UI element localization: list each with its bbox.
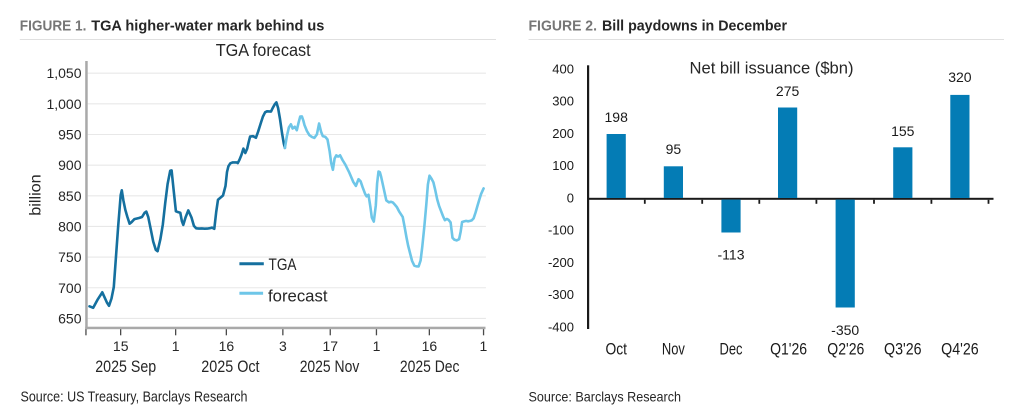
- svg-text:155: 155: [891, 123, 915, 139]
- svg-text:Q3'26: Q3'26: [884, 341, 922, 359]
- svg-text:1: 1: [172, 338, 180, 354]
- svg-text:Nov: Nov: [662, 341, 686, 359]
- svg-text:Q4'26: Q4'26: [941, 341, 979, 359]
- svg-text:700: 700: [58, 280, 82, 296]
- svg-text:FIGURE 1.: FIGURE 1.: [20, 18, 87, 35]
- svg-text:-200: -200: [548, 255, 574, 270]
- svg-text:1: 1: [373, 338, 381, 354]
- svg-text:400: 400: [552, 62, 574, 77]
- svg-text:2025 Dec: 2025 Dec: [400, 358, 460, 376]
- svg-text:2025 Sep: 2025 Sep: [95, 358, 156, 376]
- svg-text:forecast: forecast: [268, 287, 328, 306]
- svg-text:17: 17: [323, 338, 339, 354]
- svg-text:320: 320: [948, 69, 972, 85]
- svg-text:650: 650: [58, 310, 82, 326]
- svg-text:16: 16: [422, 338, 438, 354]
- svg-text:95: 95: [666, 141, 682, 157]
- svg-text:3: 3: [279, 338, 287, 354]
- svg-text:15: 15: [113, 338, 129, 354]
- svg-text:Oct: Oct: [605, 341, 627, 359]
- svg-text:TGA: TGA: [269, 255, 298, 274]
- svg-text:1,000: 1,000: [46, 96, 81, 112]
- svg-text:850: 850: [58, 188, 82, 204]
- svg-text:-300: -300: [548, 287, 574, 302]
- svg-text:1: 1: [480, 338, 488, 354]
- svg-text:0: 0: [567, 191, 574, 206]
- svg-text:900: 900: [58, 157, 82, 173]
- svg-text:750: 750: [58, 249, 82, 265]
- svg-text:100: 100: [552, 158, 574, 173]
- svg-text:200: 200: [552, 126, 574, 141]
- svg-text:-100: -100: [548, 223, 574, 238]
- svg-text:800: 800: [58, 218, 82, 234]
- svg-text:Dec: Dec: [720, 341, 743, 359]
- svg-text:Q1'26: Q1'26: [770, 341, 807, 359]
- svg-text:FIGURE 2.: FIGURE 2.: [529, 18, 598, 35]
- svg-text:Q2'26: Q2'26: [827, 341, 864, 359]
- svg-text:Source: Barclays Research: Source: Barclays Research: [529, 389, 682, 405]
- svg-text:-350: -350: [831, 322, 859, 338]
- svg-text:1,050: 1,050: [46, 65, 81, 81]
- svg-text:Net bill issuance ($bn): Net bill issuance ($bn): [690, 59, 854, 78]
- svg-text:-113: -113: [718, 247, 745, 263]
- svg-text:275: 275: [776, 83, 800, 99]
- svg-text:300: 300: [552, 94, 574, 109]
- svg-text:TGA forecast: TGA forecast: [216, 40, 311, 60]
- svg-text:TGA higher-water mark behind u: TGA higher-water mark behind us: [91, 18, 324, 35]
- svg-text:2025 Nov: 2025 Nov: [300, 358, 360, 376]
- svg-text:16: 16: [219, 338, 235, 354]
- svg-text:950: 950: [58, 127, 82, 143]
- svg-text:-400: -400: [548, 320, 574, 335]
- svg-text:Source: US Treasury, Barclays: Source: US Treasury, Barclays Research: [21, 390, 248, 406]
- svg-text:billion: billion: [27, 174, 44, 215]
- svg-text:2025 Oct: 2025 Oct: [201, 358, 260, 376]
- svg-text:Bill paydowns in December: Bill paydowns in December: [602, 18, 787, 35]
- svg-text:198: 198: [605, 109, 629, 125]
